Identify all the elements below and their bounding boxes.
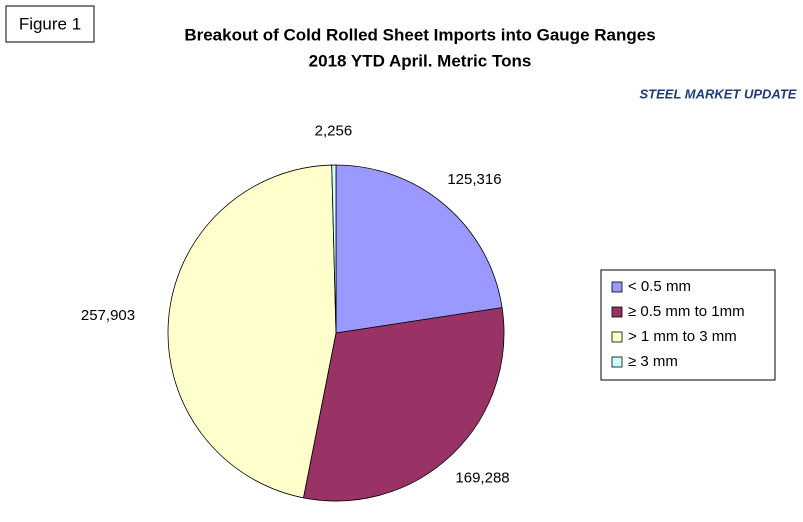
data-label: 169,288 (455, 470, 509, 487)
logo: STEEL MARKET UPDATE (640, 86, 797, 101)
legend-box (600, 269, 776, 381)
data-label: 257,903 (81, 307, 135, 324)
legend-swatch (611, 356, 623, 368)
legend-label: < 0.5 mm (628, 278, 691, 295)
data-label: 2,256 (315, 122, 353, 139)
pie-slice (331, 164, 337, 334)
legend-swatch (611, 331, 623, 343)
legend-swatch (611, 306, 623, 318)
legend-label: ≥ 0.5 mm to 1mm (628, 303, 745, 320)
chart-title: Breakout of Cold Rolled Sheet Imports in… (184, 25, 655, 44)
figure-box (5, 5, 95, 43)
pie-slice (335, 164, 503, 334)
figure-label: Figure 1 (19, 14, 81, 33)
chart-subtitle: 2018 YTD April. Metric Tons (309, 51, 532, 70)
legend-label: > 1 mm to 3 mm (628, 328, 737, 345)
pie-slice (167, 164, 337, 499)
data-label: 125,316 (447, 171, 501, 188)
legend-label: ≥ 3 mm (628, 353, 678, 370)
legend-swatch (611, 281, 623, 293)
pie-slice (302, 307, 505, 502)
